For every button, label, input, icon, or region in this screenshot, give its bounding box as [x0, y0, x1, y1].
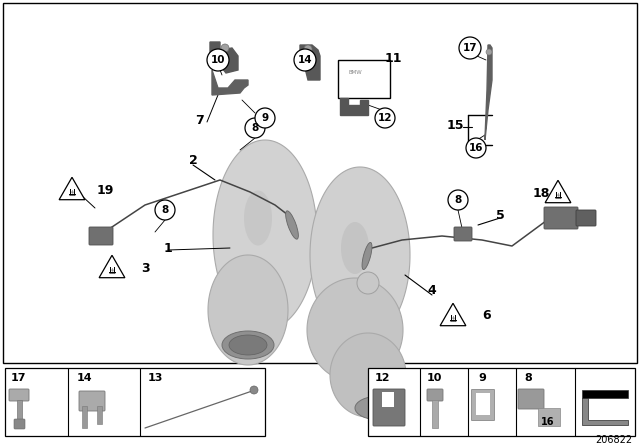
Bar: [97, 406, 102, 424]
Text: 1: 1: [164, 241, 172, 254]
Bar: [3, 3, 637, 363]
Text: 4: 4: [428, 284, 436, 297]
Circle shape: [255, 108, 275, 128]
Polygon shape: [545, 180, 571, 202]
Text: ⚠: ⚠: [68, 189, 76, 198]
Ellipse shape: [357, 272, 379, 294]
Text: 2: 2: [189, 154, 197, 167]
Bar: [5, 368, 265, 436]
FancyBboxPatch shape: [373, 389, 405, 426]
Polygon shape: [208, 255, 288, 365]
FancyBboxPatch shape: [544, 207, 578, 229]
Bar: [476, 393, 490, 415]
Text: 6: 6: [483, 309, 492, 322]
Text: 5: 5: [495, 208, 504, 221]
Bar: [382, 392, 394, 407]
Bar: [432, 400, 438, 428]
FancyBboxPatch shape: [576, 210, 596, 226]
Text: ⚠: ⚠: [449, 315, 456, 324]
Text: 19: 19: [96, 184, 114, 197]
FancyBboxPatch shape: [14, 419, 25, 429]
Polygon shape: [310, 167, 410, 343]
FancyBboxPatch shape: [472, 389, 495, 421]
Text: 14: 14: [298, 55, 312, 65]
Text: 10: 10: [211, 55, 225, 65]
Text: 15: 15: [446, 119, 464, 132]
Circle shape: [375, 108, 395, 128]
FancyBboxPatch shape: [79, 391, 105, 411]
Text: 7: 7: [196, 113, 204, 126]
Polygon shape: [99, 255, 125, 278]
FancyBboxPatch shape: [518, 389, 544, 409]
Bar: [82, 406, 87, 428]
Polygon shape: [212, 70, 248, 95]
Text: 3: 3: [141, 262, 149, 275]
Ellipse shape: [355, 396, 405, 420]
FancyBboxPatch shape: [454, 227, 472, 241]
Circle shape: [466, 138, 486, 158]
Bar: [338, 60, 390, 98]
Polygon shape: [330, 333, 406, 417]
Text: 12: 12: [374, 373, 390, 383]
Circle shape: [486, 49, 492, 55]
Circle shape: [250, 386, 258, 394]
Bar: [538, 408, 560, 426]
Text: 8: 8: [252, 123, 259, 133]
Text: 11: 11: [384, 52, 402, 65]
Polygon shape: [440, 303, 466, 326]
FancyBboxPatch shape: [89, 227, 113, 245]
Circle shape: [207, 49, 229, 71]
Bar: [582, 390, 628, 398]
Circle shape: [448, 190, 468, 210]
Text: ⚠: ⚠: [555, 192, 561, 201]
Text: 9: 9: [261, 113, 269, 123]
Text: 16: 16: [541, 417, 555, 427]
Polygon shape: [582, 398, 628, 425]
Ellipse shape: [285, 211, 298, 239]
Text: 206822: 206822: [595, 435, 632, 445]
Text: 17: 17: [463, 43, 477, 53]
Ellipse shape: [341, 222, 369, 274]
Text: 14: 14: [77, 373, 93, 383]
Text: BMW: BMW: [348, 69, 362, 74]
Text: 9: 9: [478, 373, 486, 383]
Circle shape: [294, 49, 316, 71]
Ellipse shape: [229, 335, 267, 355]
Text: 18: 18: [532, 186, 550, 199]
Text: 8: 8: [454, 195, 461, 205]
Polygon shape: [485, 45, 492, 140]
Ellipse shape: [244, 190, 272, 246]
Text: 13: 13: [147, 373, 163, 383]
Text: ⚠: ⚠: [109, 267, 115, 276]
Polygon shape: [210, 42, 238, 73]
Circle shape: [221, 44, 229, 52]
Circle shape: [459, 37, 481, 59]
Text: 16: 16: [468, 143, 483, 153]
FancyBboxPatch shape: [9, 389, 29, 401]
Polygon shape: [59, 177, 85, 200]
Text: 8: 8: [161, 205, 168, 215]
Polygon shape: [307, 278, 403, 382]
Circle shape: [304, 45, 312, 53]
Circle shape: [245, 118, 265, 138]
Polygon shape: [340, 98, 368, 115]
Ellipse shape: [222, 331, 274, 359]
Bar: [368, 368, 635, 436]
Text: 10: 10: [426, 373, 442, 383]
Polygon shape: [213, 140, 317, 330]
Ellipse shape: [362, 242, 372, 270]
FancyBboxPatch shape: [427, 389, 443, 401]
Bar: [17, 400, 22, 422]
Text: 12: 12: [378, 113, 392, 123]
Polygon shape: [300, 45, 320, 80]
Circle shape: [155, 200, 175, 220]
Text: 8: 8: [524, 373, 532, 383]
Text: 17: 17: [10, 373, 26, 383]
